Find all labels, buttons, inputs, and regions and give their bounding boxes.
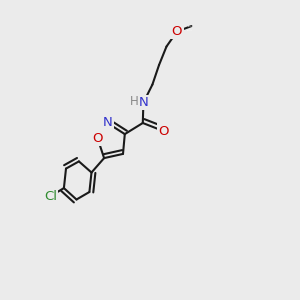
Text: Cl: Cl [44, 190, 57, 203]
Text: O: O [158, 124, 169, 138]
Text: O: O [172, 25, 182, 38]
Text: O: O [92, 131, 103, 145]
Text: methoxy: methoxy [187, 30, 193, 31]
Text: methoxy: methoxy [188, 26, 194, 27]
Text: H: H [130, 94, 139, 108]
Text: N: N [139, 96, 148, 109]
Text: N: N [103, 116, 112, 130]
